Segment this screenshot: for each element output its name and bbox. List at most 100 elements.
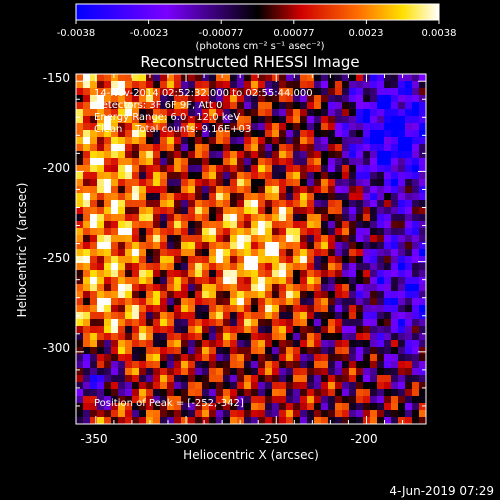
heatmap-cell — [167, 417, 175, 425]
heatmap-cell — [377, 256, 385, 264]
heatmap-cell — [139, 88, 147, 96]
heatmap-cell — [405, 340, 413, 348]
heatmap-cell — [328, 389, 336, 397]
heatmap-cell — [342, 298, 350, 306]
heatmap-cell — [97, 228, 105, 236]
heatmap-cell — [391, 396, 399, 404]
heatmap-cell — [314, 410, 322, 418]
heatmap-cell — [230, 291, 238, 299]
heatmap-cell — [265, 389, 273, 397]
heatmap-cell — [293, 375, 301, 383]
heatmap-cell — [97, 165, 105, 173]
heatmap-cell — [195, 354, 203, 362]
heatmap-cell — [335, 263, 343, 271]
heatmap-cell — [97, 277, 105, 285]
heatmap-cell — [272, 284, 280, 292]
heatmap-cell — [160, 340, 168, 348]
heatmap-cell — [132, 291, 140, 299]
heatmap-cell — [209, 165, 217, 173]
heatmap-cell — [384, 214, 392, 222]
heatmap-cell — [377, 200, 385, 208]
heatmap-cell — [356, 221, 364, 229]
heatmap-cell — [146, 382, 154, 390]
heatmap-cell — [153, 158, 161, 166]
heatmap-cell — [251, 312, 259, 320]
heatmap-cell — [188, 186, 196, 194]
heatmap-cell — [244, 193, 252, 201]
heatmap-cell — [321, 172, 329, 180]
heatmap-cell — [384, 242, 392, 250]
heatmap-cell — [181, 235, 189, 243]
heatmap-cell — [125, 95, 133, 103]
heatmap-cell — [139, 354, 147, 362]
heatmap-cell — [258, 137, 266, 145]
heatmap-cell — [405, 81, 413, 89]
heatmap-cell — [132, 319, 140, 327]
heatmap-cell — [405, 326, 413, 334]
heatmap-cell — [139, 228, 147, 236]
heatmap-cell — [230, 382, 238, 390]
heatmap-cell — [419, 389, 427, 397]
heatmap-cell — [118, 368, 126, 376]
heatmap-cell — [286, 123, 294, 131]
colorbar-tick-5: 0.0038 — [422, 28, 457, 39]
heatmap-cell — [377, 207, 385, 215]
heatmap-cell — [111, 123, 119, 131]
heatmap-cell — [328, 186, 336, 194]
heatmap-cell — [146, 214, 154, 222]
heatmap-cell — [76, 368, 84, 376]
heatmap-cell — [398, 228, 406, 236]
heatmap-cell — [293, 179, 301, 187]
heatmap-cell — [76, 270, 84, 278]
heatmap-cell — [125, 368, 133, 376]
heatmap-cell — [419, 144, 427, 152]
heatmap-cell — [412, 340, 420, 348]
heatmap-cell — [188, 417, 196, 425]
heatmap-cell — [181, 263, 189, 271]
heatmap-cell — [391, 200, 399, 208]
heatmap-cell — [125, 291, 133, 299]
heatmap-cell — [286, 333, 294, 341]
heatmap-cell — [321, 256, 329, 264]
heatmap-cell — [167, 291, 175, 299]
heatmap-cell — [300, 305, 308, 313]
heatmap-cell — [370, 270, 378, 278]
heatmap-cell — [356, 417, 364, 425]
heatmap-cell — [370, 291, 378, 299]
heatmap-cell — [132, 347, 140, 355]
heatmap-cell — [104, 270, 112, 278]
heatmap-cell — [153, 382, 161, 390]
heatmap-cell — [405, 333, 413, 341]
heatmap-cell — [356, 312, 364, 320]
heatmap-cell — [76, 263, 84, 271]
heatmap-cell — [342, 242, 350, 250]
heatmap-cell — [335, 193, 343, 201]
heatmap-cell — [265, 368, 273, 376]
heatmap-cell — [160, 375, 168, 383]
heatmap-cell — [258, 81, 266, 89]
heatmap-cell — [160, 137, 168, 145]
heatmap-cell — [300, 193, 308, 201]
heatmap-cell — [265, 123, 273, 131]
heatmap-cell — [132, 354, 140, 362]
heatmap-cell — [118, 130, 126, 138]
heatmap-cell — [160, 249, 168, 257]
heatmap-cell — [223, 137, 231, 145]
heatmap-cell — [349, 333, 357, 341]
heatmap-cell — [118, 116, 126, 124]
heatmap-cell — [132, 263, 140, 271]
heatmap-cell — [370, 249, 378, 257]
heatmap-cell — [370, 354, 378, 362]
heatmap-cell — [272, 221, 280, 229]
heatmap-cell — [384, 354, 392, 362]
heatmap-cell — [104, 361, 112, 369]
heatmap-cell — [391, 151, 399, 159]
heatmap-cell — [272, 410, 280, 418]
heatmap-cell — [174, 396, 182, 404]
heatmap-cell — [244, 333, 252, 341]
heatmap-cell — [97, 172, 105, 180]
heatmap-cell — [104, 123, 112, 131]
heatmap-cell — [223, 228, 231, 236]
heatmap-cell — [125, 284, 133, 292]
heatmap-cell — [258, 277, 266, 285]
